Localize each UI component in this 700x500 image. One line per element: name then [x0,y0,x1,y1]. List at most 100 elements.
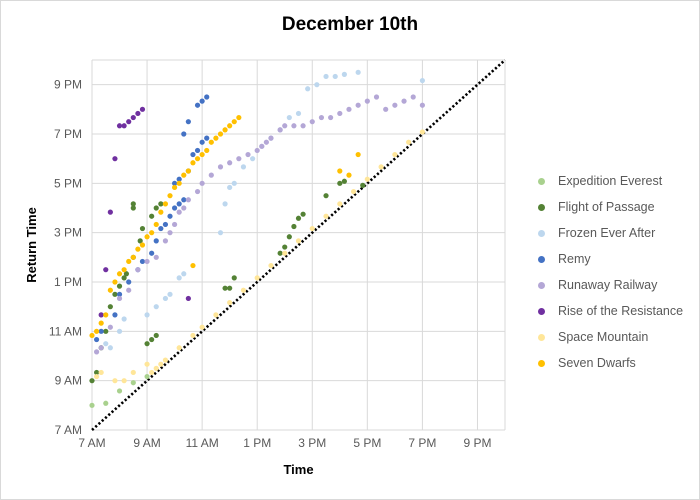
data-point [93,373,100,380]
data-point [144,234,150,240]
y-tick-label: 1 PM [54,275,82,289]
data-point [208,139,214,145]
legend-label: Flight of Passage [558,200,655,214]
data-point [116,291,123,297]
data-point [295,215,302,221]
legend-label: Space Mountain [558,330,649,344]
legend-label: Runaway Railway [558,278,658,292]
data-point [227,299,233,306]
data-point [364,176,370,182]
legend-marker-icon [538,177,545,185]
y-tick-label: 7 AM [55,423,82,437]
data-point [383,106,389,112]
data-point [194,102,201,108]
data-point [149,369,155,376]
data-point [227,123,233,129]
data-point [259,143,265,149]
grid-lines [91,59,506,431]
y-tick-labels: 7 AM 9 AM 11 AM 1 PM 3 PM 5 PM 7 PM 9 PM [49,78,82,437]
data-point [268,135,274,141]
data-point [355,69,361,75]
data-point [231,275,237,281]
y-tick-label: 7 PM [54,127,82,141]
data-point [190,262,196,269]
legend-label: Remy [558,252,591,266]
data-point [300,211,306,217]
data-point [231,119,237,125]
data-point [295,238,302,244]
data-point [158,201,164,207]
data-point [406,139,412,145]
data-point [213,135,219,141]
data-point [158,361,164,367]
data-point [194,147,201,154]
legend-item: Rise of the Resistance [538,298,698,324]
reference-line [91,59,506,431]
data-point [89,402,95,408]
legend-label: Rise of the Resistance [558,304,684,318]
data-point [137,238,143,244]
x-axis-title: Time [283,462,313,477]
data-point [337,201,343,207]
chart-title: December 10th [281,14,419,35]
legend-item: Flight of Passage [538,194,698,220]
data-point [116,283,123,289]
data-point [112,156,118,162]
data-point [295,110,302,117]
legend-label: Seven Dwarfs [558,356,636,370]
points-layer [89,69,425,408]
data-point [341,71,347,77]
data-point [176,201,182,207]
data-point [176,180,182,186]
data-point [355,102,361,108]
data-point [286,114,292,121]
data-point [121,316,127,322]
data-point [360,182,366,188]
data-point [107,345,113,351]
data-point [217,230,224,236]
data-point [121,275,127,281]
y-axis-title: Return Time [24,207,39,283]
data-point [167,213,173,219]
legend-label: Expedition Everest [558,174,663,188]
data-point [419,129,425,135]
legend-marker-icon [538,307,545,315]
data-point [112,378,118,384]
data-point [103,267,109,273]
data-point [176,176,182,182]
data-point [392,151,398,158]
data-point [185,119,191,125]
legend-marker-icon [538,333,545,341]
data-point [176,345,182,351]
data-point [286,234,292,240]
y-tick-label: 9 PM [54,78,82,92]
data-point [158,209,164,215]
data-point [323,73,329,80]
data-point [89,378,95,384]
data-point [167,193,173,199]
data-point [139,242,146,248]
x-tick-labels: 7 AM 9 AM 11 AM 1 PM 3 PM 5 PM 7 PM 9 PM [78,436,491,450]
data-point [323,213,329,219]
data-point [112,279,118,285]
data-point [227,160,233,166]
data-point [282,250,288,256]
data-point [112,291,118,297]
data-point [103,328,109,334]
data-point [126,287,132,293]
data-point [277,127,283,133]
legend-marker-icon [538,203,545,211]
data-point [98,369,104,376]
data-point [144,312,150,318]
data-point [291,123,297,129]
data-point [337,168,343,174]
data-point [236,114,242,121]
legend-marker-icon [538,229,545,237]
data-point [240,287,247,293]
legend-item: Runaway Railway [538,272,698,298]
data-point [172,221,178,228]
data-point [126,279,132,285]
data-point [401,98,407,104]
data-point [350,188,357,195]
